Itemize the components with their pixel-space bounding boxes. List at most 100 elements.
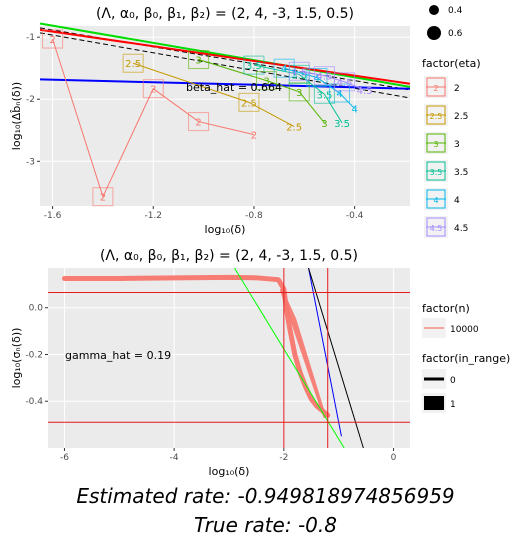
top-point-box-3 (288, 82, 310, 102)
bottom-y-tick-label: 0.0 (29, 304, 44, 314)
eta-legend-key-box (426, 161, 446, 181)
top-series-line-3.5 (253, 64, 343, 124)
eta-legend-label: 2 (454, 84, 460, 94)
top-data-point-2: 2 (251, 131, 257, 142)
top-point-box-2 (188, 112, 210, 132)
size-legend-label-1: 0.6 (448, 29, 463, 39)
bottom-y-axis-label: log₁₀(σₙ(δ)) (10, 328, 23, 389)
top-x-tick-label: -0.8 (245, 211, 263, 221)
bottom-plot-panel (48, 268, 410, 448)
eta-legend: factor(eta) 2 2 2.5 2.5 3 3 3.5 3.5 4 4 4.5 4.5 (422, 57, 481, 238)
top-data-point-4.5: 4.5 (291, 67, 307, 78)
top-data-point-3: 3 (321, 119, 327, 130)
bottom-sigma-curve-band (279, 288, 327, 419)
top-point-box-3 (256, 71, 278, 91)
top-series-line-2 (52, 38, 255, 199)
top-point-box-3 (188, 50, 210, 70)
eta-legend-key-glyph: 4 (433, 196, 438, 205)
top-data-point-3: 3 (263, 77, 269, 88)
top-series-line-4 (284, 67, 355, 109)
top-point-box-4 (306, 68, 328, 88)
top-x-ticks: -1.6 -1.2 -0.8 -0.4 (44, 206, 364, 221)
bottom-sigma-curve (61, 274, 331, 418)
top-data-point-3.5: 3.5 (246, 61, 262, 72)
top-red-reference-line (39, 28, 411, 85)
top-data-point-2: 2 (49, 35, 55, 46)
size-legend-key-0 (429, 5, 439, 15)
top-data-point-4: 4 (336, 89, 342, 100)
top-data-point-3.5: 3.5 (334, 119, 350, 130)
range-legend-label-0: 0 (450, 376, 456, 386)
top-point-box-3.5 (313, 84, 335, 104)
top-x-axis-label: log₁₀(δ) (205, 223, 246, 236)
size-legend-key-1 (427, 26, 441, 40)
bottom-x-tick-label: -2 (279, 453, 288, 463)
eta-legend-key-box (426, 105, 446, 125)
top-data-point-4: 4 (351, 105, 357, 116)
bottom-x-tick-label: -6 (60, 453, 69, 463)
eta-legend-label: 3.5 (454, 168, 468, 178)
eta-legend-key-glyph: 3.5 (430, 168, 443, 177)
top-green-reference-line (39, 22, 411, 88)
top-point-box-2 (142, 79, 164, 99)
top-point-box-4.5 (334, 72, 356, 92)
top-data-point-4.5: 4.5 (316, 72, 332, 83)
bottom-x-tick-label: 0 (391, 453, 397, 463)
top-point-box-4.5 (288, 61, 310, 81)
top-y-tick-label: -1 (26, 33, 35, 43)
bottom-y-tick-label: -0.2 (25, 350, 43, 360)
top-data-point-4.5: 4.5 (357, 86, 373, 97)
eta-legend-key-glyph: 4.5 (430, 224, 443, 233)
top-data-point-3.5: 3.5 (316, 90, 332, 101)
top-data-point-3.5: 3.5 (291, 70, 307, 81)
bottom-fit-line-2 (308, 268, 364, 448)
top-data-point-2: 2 (100, 193, 106, 204)
top-point-box-2.5 (122, 53, 144, 73)
top-y-tick-label: -2 (26, 95, 35, 105)
top-data-point-2.5: 2.5 (125, 59, 141, 70)
top-reference-lines (39, 22, 411, 99)
top-y-ticks: -1 -2 -3 (26, 33, 40, 167)
bottom-y-ticks: 0.0 -0.2 -0.4 (25, 304, 48, 407)
top-point-box-2.5 (238, 92, 260, 112)
top-y-tick-label: -3 (26, 157, 35, 167)
n-legend-label: 10000 (450, 325, 479, 335)
range-legend-title: factor(in_range) (422, 352, 510, 365)
top-data-point-4: 4 (281, 64, 287, 75)
top-chart-title: (Λ, α₀, β₀, β₁, β₂) = (2, 4, -3, 1.5, 0.… (96, 6, 354, 22)
top-x-tick-label: -0.4 (346, 211, 364, 221)
eta-legend-key-glyph: 2 (433, 84, 438, 93)
top-chart: (Λ, α₀, β₀, β₁, β₂) = (2, 4, -3, 1.5, 0.… (10, 6, 411, 236)
top-data-point-2.5: 2.5 (286, 123, 302, 134)
bottom-x-tick-label: -4 (170, 453, 179, 463)
top-y-axis-label: log₁₀(Δb̂ₙ(δ)) (10, 82, 23, 150)
top-point-box-4 (273, 58, 295, 78)
eta-legend-title: factor(eta) (422, 57, 481, 70)
top-data-point-4.5: 4.5 (337, 78, 353, 89)
estimated-rate-text: Estimated rate: -0.949818974856959 (76, 484, 455, 508)
top-x-tick-label: -1.6 (44, 211, 62, 221)
top-dashed-reference-line (39, 27, 411, 91)
bottom-x-ticks: -6 -4 -2 0 (60, 448, 397, 463)
range-legend-label-1: 1 (450, 400, 456, 410)
bottom-y-tick-label: -0.4 (25, 397, 43, 407)
bottom-x-axis-label: log₁₀(δ) (209, 465, 250, 478)
eta-legend-key-box (426, 77, 446, 97)
top-point-box-3.5 (243, 55, 265, 75)
top-series-line-3 (198, 59, 325, 124)
top-x-tick-label: -1.2 (144, 211, 162, 221)
eta-legend-label: 4 (454, 196, 460, 206)
bottom-fit-line-1 (308, 268, 342, 437)
size-legend-label-0: 0.4 (448, 6, 463, 16)
bottom-chart: (Λ, α₀, β₀, β₁, β₂) = (2, 4, -3, 1.5, 0.… (10, 248, 410, 478)
true-rate-text: True rate: -0.8 (194, 513, 337, 537)
top-data-point-3: 3 (195, 56, 201, 67)
eta-legend-key-box (426, 133, 446, 153)
beta-hat-annotation: beta_hat = 0.664 (186, 81, 282, 94)
range-legend: factor(in_range) 0 1 (422, 352, 510, 413)
eta-legend-label: 2.5 (454, 112, 468, 122)
bottom-chart-title: (Λ, α₀, β₀, β₁, β₂) = (2, 4, -3, 1.5, 0.… (100, 248, 358, 264)
eta-legend-key-glyph: 2.5 (430, 112, 443, 121)
